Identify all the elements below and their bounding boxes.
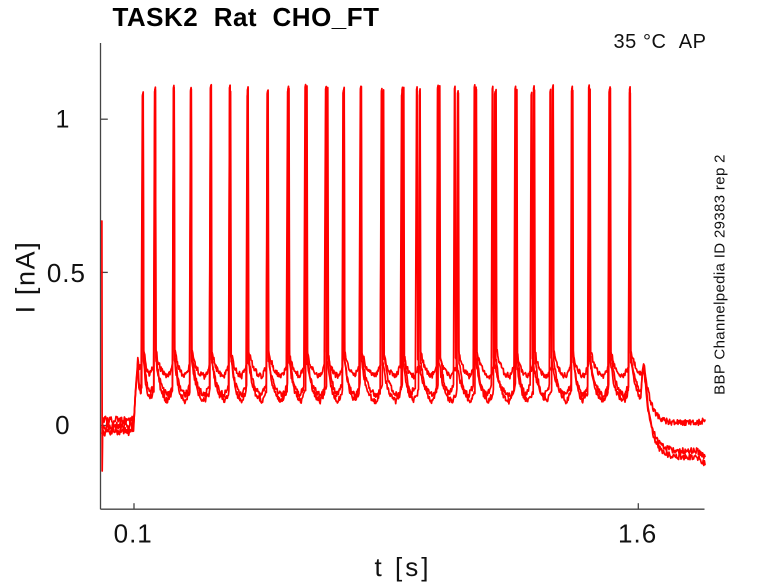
svg-text:1: 1 xyxy=(56,105,70,133)
svg-text:t [s]: t [s] xyxy=(375,552,432,582)
svg-text:TASK2 Rat CHO_FT: TASK2 Rat CHO_FT xyxy=(112,2,379,32)
svg-text:0.1: 0.1 xyxy=(114,518,153,548)
svg-text:1.6: 1.6 xyxy=(618,518,657,548)
svg-text:35 °C AP: 35 °C AP xyxy=(614,31,707,53)
svg-text:0.5: 0.5 xyxy=(47,258,86,288)
svg-text:BBP Channelpedia ID 29383 rep: BBP Channelpedia ID 29383 rep 2 xyxy=(712,154,729,395)
svg-text:I [nA]: I [nA] xyxy=(11,241,41,314)
svg-text:0: 0 xyxy=(55,410,69,440)
